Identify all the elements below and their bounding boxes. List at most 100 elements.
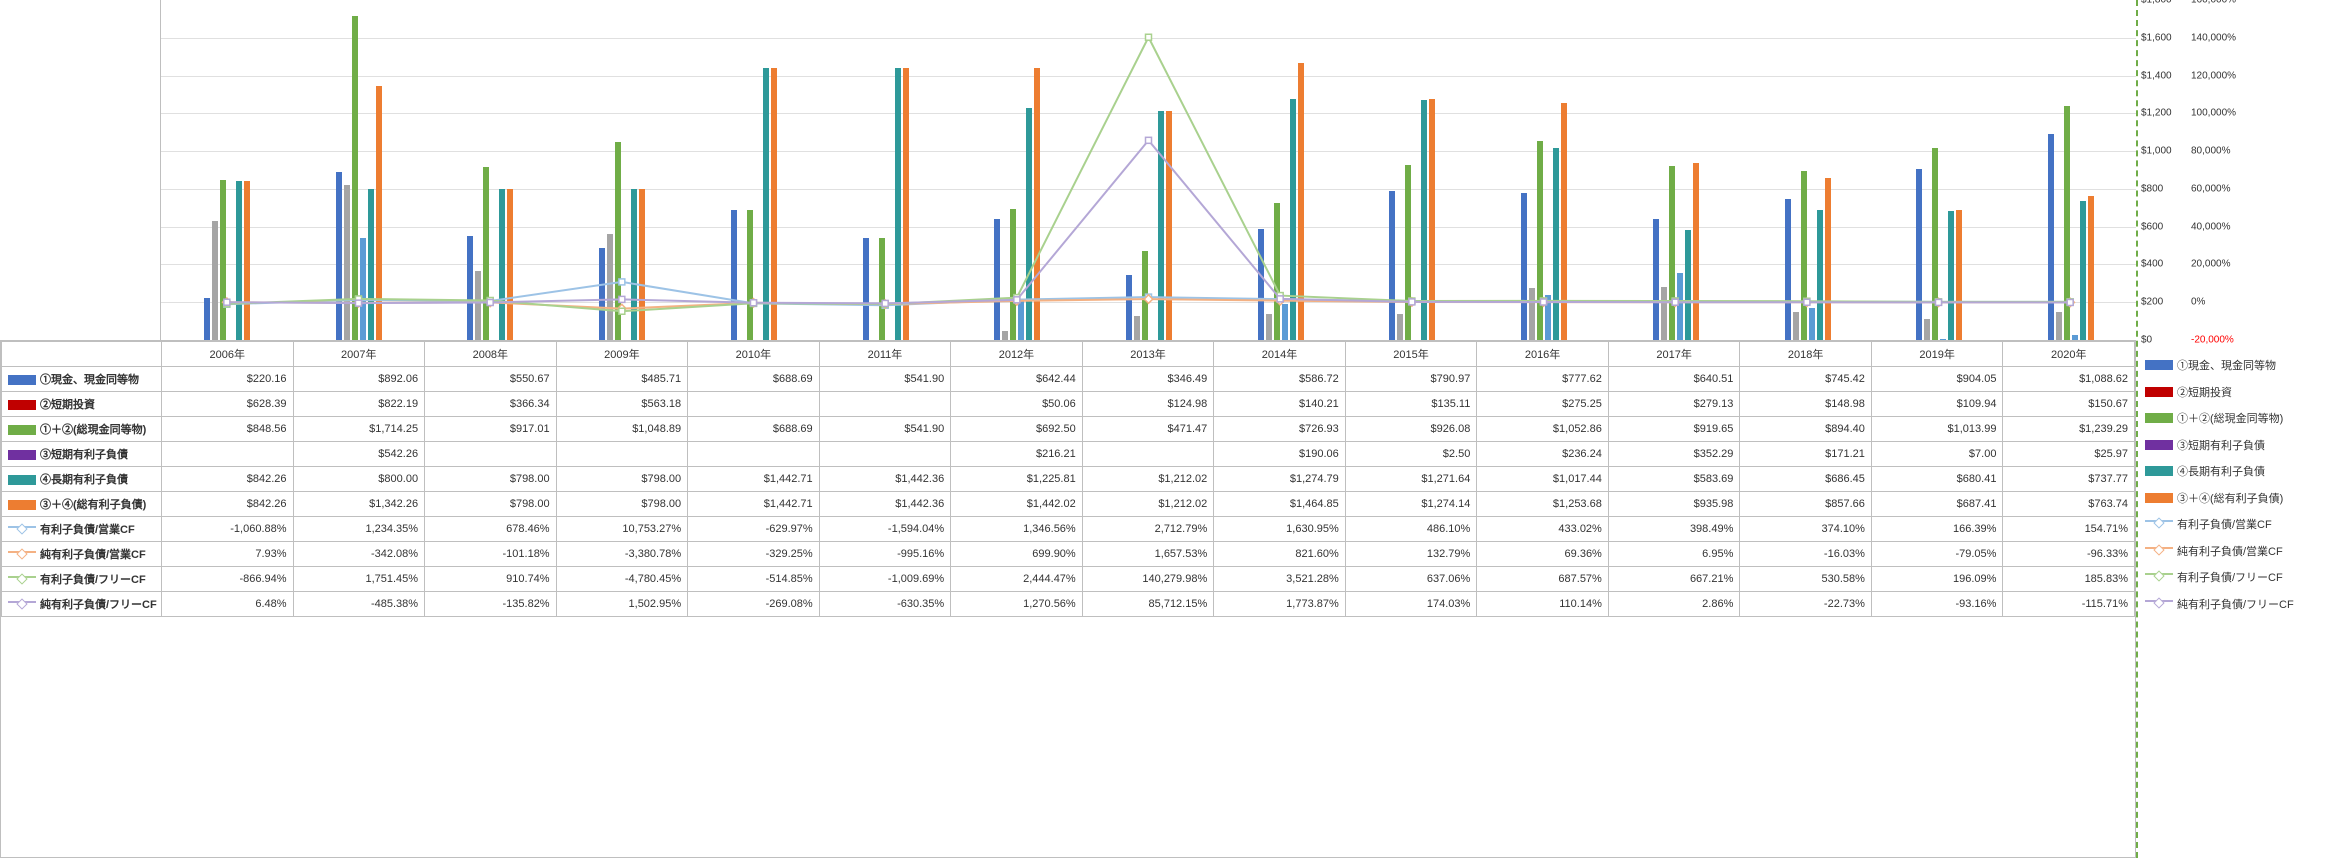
col-header: 2006年 — [162, 342, 294, 367]
cell: 6.48% — [162, 592, 294, 617]
cell: -135.82% — [425, 592, 557, 617]
cell: 1,630.95% — [1214, 517, 1346, 542]
cell: -630.35% — [819, 592, 951, 617]
y2-tick: 20,000% — [2191, 259, 2256, 270]
cell: 196.09% — [1871, 567, 2003, 592]
col-header: 2007年 — [293, 342, 425, 367]
cell: $680.41 — [1871, 467, 2003, 492]
cell: $745.42 — [1740, 367, 1872, 392]
cell: -1,009.69% — [819, 567, 951, 592]
cell: $842.26 — [162, 492, 294, 517]
cell: 174.03% — [1345, 592, 1477, 617]
cell: $275.25 — [1477, 392, 1609, 417]
row-header: ③＋④(総有利子負債) — [2, 492, 162, 517]
cell: $190.06 — [1214, 442, 1346, 467]
cell: $688.69 — [688, 417, 820, 442]
cell: 398.49% — [1608, 517, 1740, 542]
y2-tick: -20,000% — [2191, 335, 2256, 346]
cell: -1,594.04% — [819, 517, 951, 542]
cell: 687.57% — [1477, 567, 1609, 592]
cell: -269.08% — [688, 592, 820, 617]
cell: -1,060.88% — [162, 517, 294, 542]
cell: $542.26 — [293, 442, 425, 467]
y1-tick: $1,200 — [2141, 108, 2186, 119]
cell: 10,753.27% — [556, 517, 688, 542]
cell: $857.66 — [1740, 492, 1872, 517]
row-header: 純有利子負債/営業CF — [2, 542, 162, 567]
cell: $124.98 — [1082, 392, 1214, 417]
col-header: 2010年 — [688, 342, 820, 367]
y2-tick: 40,000% — [2191, 221, 2256, 232]
cell: 699.90% — [951, 542, 1083, 567]
cell: $135.11 — [1345, 392, 1477, 417]
table-corner — [2, 342, 162, 367]
cell: 1,502.95% — [556, 592, 688, 617]
cell: $798.00 — [556, 492, 688, 517]
cell: $366.34 — [425, 392, 557, 417]
y2-tick: 160,000% — [2191, 0, 2256, 6]
cell: $279.13 — [1608, 392, 1740, 417]
row-header: ③短期有利子負債 — [2, 442, 162, 467]
cell — [688, 392, 820, 417]
col-header: 2019年 — [1871, 342, 2003, 367]
cell: -866.94% — [162, 567, 294, 592]
col-header: 2020年 — [2003, 342, 2135, 367]
cell: 910.74% — [425, 567, 557, 592]
cell: 6.95% — [1608, 542, 1740, 567]
cell: $1,442.36 — [819, 467, 951, 492]
cell: $1,464.85 — [1214, 492, 1346, 517]
cell: $1,271.64 — [1345, 467, 1477, 492]
cell: $1,274.79 — [1214, 467, 1346, 492]
cell: $550.67 — [425, 367, 557, 392]
cell — [819, 442, 951, 467]
y1-tick: $1,800 — [2141, 0, 2186, 6]
cell: $7.00 — [1871, 442, 2003, 467]
cell: $688.69 — [688, 367, 820, 392]
cell: 166.39% — [1871, 517, 2003, 542]
cell: $148.98 — [1740, 392, 1872, 417]
cell: 530.58% — [1740, 567, 1872, 592]
cell: $150.67 — [2003, 392, 2135, 417]
cell: 1,751.45% — [293, 567, 425, 592]
cell: $25.97 — [2003, 442, 2135, 467]
cell: $171.21 — [1740, 442, 1872, 467]
y1-tick: $800 — [2141, 183, 2186, 194]
row-header: ④長期有利子負債 — [2, 467, 162, 492]
cell: $346.49 — [1082, 367, 1214, 392]
cell — [556, 442, 688, 467]
col-header: 2014年 — [1214, 342, 1346, 367]
row-header: ①現金、現金同等物 — [2, 367, 162, 392]
cell: $1,212.02 — [1082, 492, 1214, 517]
row-header: ②短期投資 — [2, 392, 162, 417]
cell — [162, 442, 294, 467]
legend-item: 有利子負債/営業CF — [2141, 511, 2336, 538]
cell: $798.00 — [425, 492, 557, 517]
cell: $800.00 — [293, 467, 425, 492]
chart-plot-area: $0$200$400$600$800$1,000$1,200$1,400$1,6… — [160, 0, 2136, 341]
cell: -995.16% — [819, 542, 951, 567]
cell: $726.93 — [1214, 417, 1346, 442]
cell: 110.14% — [1477, 592, 1609, 617]
y1-tick: $1,600 — [2141, 32, 2186, 43]
y1-tick: $1,000 — [2141, 146, 2186, 157]
cell: $2.50 — [1345, 442, 1477, 467]
y2-tick: 60,000% — [2191, 183, 2256, 194]
cell: $686.45 — [1740, 467, 1872, 492]
cell: $1,013.99 — [1871, 417, 2003, 442]
cell: $1,048.89 — [556, 417, 688, 442]
cell: 2.86% — [1608, 592, 1740, 617]
cell: $1,017.44 — [1477, 467, 1609, 492]
cell: $1,253.68 — [1477, 492, 1609, 517]
cell: $798.00 — [556, 467, 688, 492]
cell: 2,712.79% — [1082, 517, 1214, 542]
cell: $220.16 — [162, 367, 294, 392]
cell: $541.90 — [819, 417, 951, 442]
col-header: 2011年 — [819, 342, 951, 367]
row-header: 有利子負債/営業CF — [2, 517, 162, 542]
cell: $842.26 — [162, 467, 294, 492]
cell: $687.41 — [1871, 492, 2003, 517]
cell: $1,714.25 — [293, 417, 425, 442]
cell: -93.16% — [1871, 592, 2003, 617]
cell: 637.06% — [1345, 567, 1477, 592]
cell: $692.50 — [951, 417, 1083, 442]
